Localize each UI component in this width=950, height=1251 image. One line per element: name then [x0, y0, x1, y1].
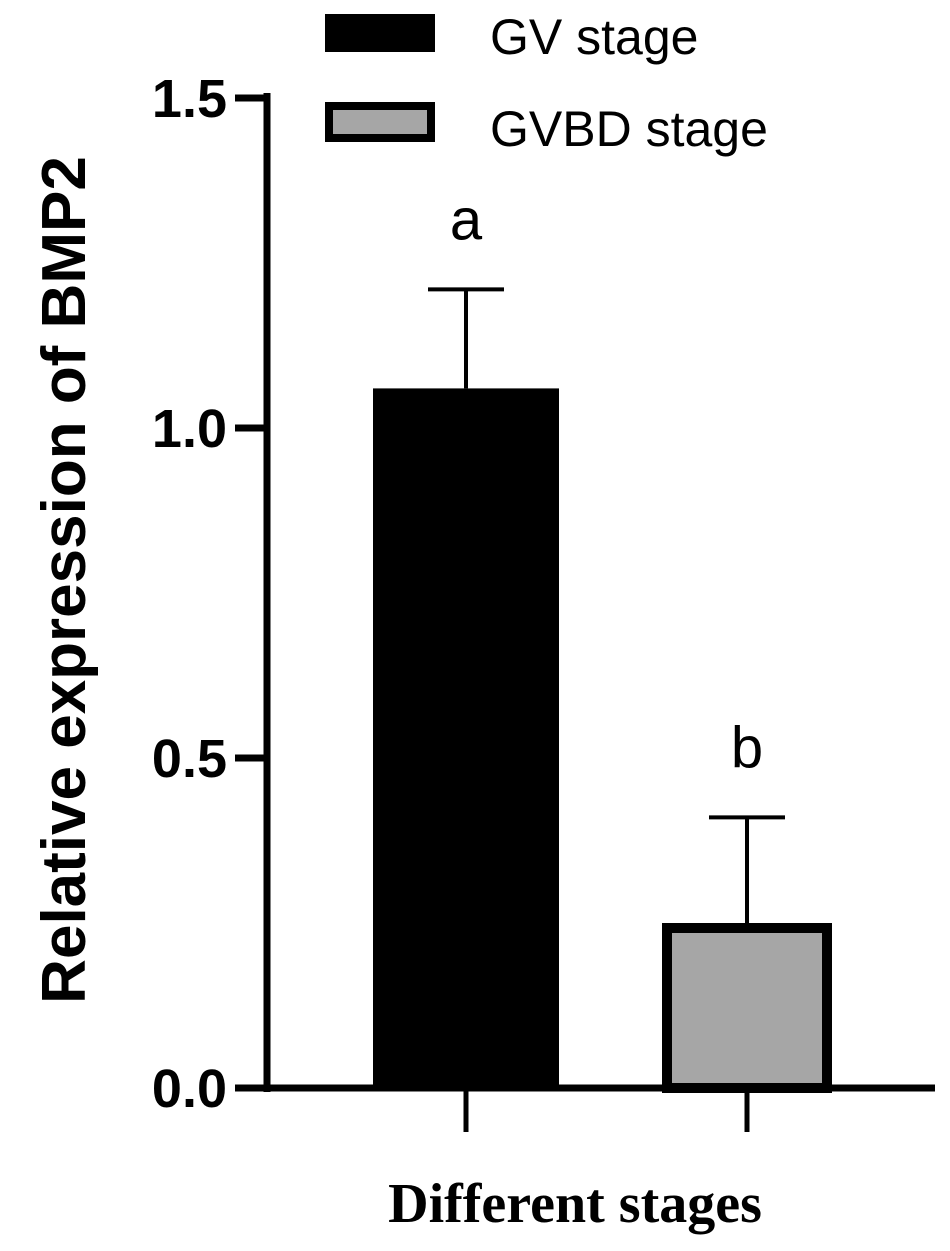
- legend-swatch-gvbd: [325, 102, 435, 142]
- legend-swatch-gv: [325, 14, 435, 52]
- legend-label-gvbd: GVBD stage: [490, 101, 768, 157]
- y-tick-label: 1.5: [152, 69, 227, 129]
- significance-label: b: [731, 715, 763, 780]
- bar-gv-stage: [373, 388, 559, 1088]
- y-tick-label: 0.5: [152, 729, 227, 789]
- x-axis-title: Different stages: [388, 1173, 762, 1235]
- bars: ab: [373, 187, 832, 1132]
- y-ticks: 0.0 0.5 1.0 1.5: [152, 69, 267, 1119]
- legend-label-gv: GV stage: [490, 9, 698, 65]
- y-axis-title: Relative expression of BMP2: [30, 156, 99, 1004]
- y-tick-label: 0.0: [152, 1059, 227, 1119]
- legend: GV stage GVBD stage: [325, 9, 768, 157]
- bar-gvbd-stage: [662, 923, 832, 1093]
- y-tick-label: 1.0: [152, 399, 227, 459]
- significance-label: a: [450, 187, 483, 252]
